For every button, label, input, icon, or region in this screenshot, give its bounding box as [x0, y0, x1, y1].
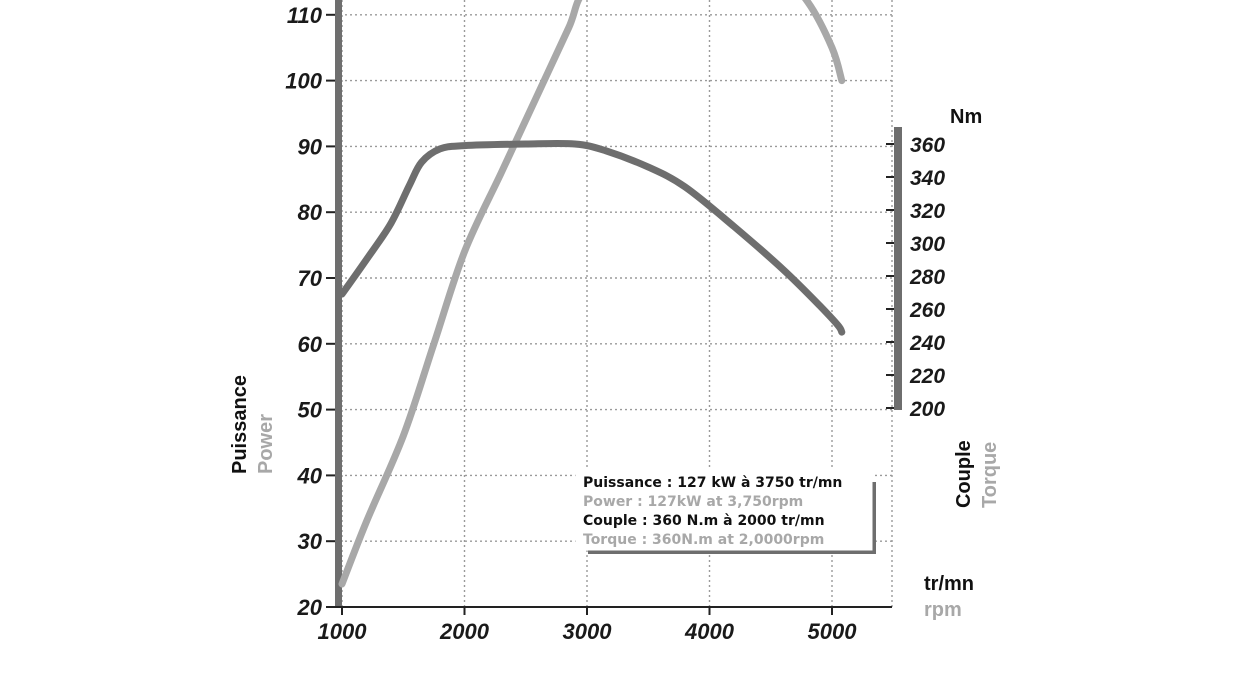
left-tick-label: 90	[298, 134, 323, 159]
left-tick-label: 30	[298, 529, 323, 554]
x-tick-label: 5000	[808, 619, 858, 644]
right-axis-bar	[894, 127, 902, 410]
annotation-power-fr: Puissance : 127 kW à 3750 tr/mn	[583, 475, 842, 491]
x-axis-unit-secondary: rpm	[924, 599, 962, 621]
right-axis-unit: Nm	[950, 106, 982, 128]
right-tick-label: 300	[910, 233, 945, 256]
data-series	[338, 0, 846, 588]
left-tick-label: 70	[298, 266, 323, 291]
annotation-power-en: Power : 127kW at 3,750rpm	[583, 494, 803, 510]
left-tick-label: 50	[298, 398, 323, 423]
right-tick-label: 240	[909, 332, 945, 355]
left-tick-label: 110	[287, 3, 323, 28]
x-tick-label: 1000	[318, 619, 368, 644]
specs-annotation-box: Puissance : 127 kW à 3750 tr/mn Power : …	[575, 467, 876, 554]
right-tick-label: 200	[909, 398, 945, 421]
left-axis-label-primary: Puissance	[229, 375, 251, 474]
left-tick-label: 80	[298, 200, 323, 225]
x-tick-label: 2000	[439, 619, 490, 644]
x-tick-label: 4000	[684, 619, 735, 644]
left-tick-label: 60	[298, 332, 323, 357]
right-axis-label-primary: Couple	[953, 440, 975, 508]
left-axis-bar	[335, 0, 342, 607]
left-tick-label: 40	[297, 463, 323, 488]
right-axis-label-secondary: Torque	[979, 442, 1001, 508]
right-tick-label: 360	[910, 134, 945, 157]
axes	[335, 0, 902, 608]
right-tick-label: 260	[909, 299, 945, 322]
tick-labels: 20 30 40 50 60 70 80 90 100 110 200 220 240 260 280 300…	[285, 3, 945, 644]
power-curve	[338, 0, 846, 588]
right-tick-label: 320	[910, 200, 945, 223]
right-tick-label: 340	[910, 167, 945, 190]
left-axis-label-secondary: Power	[255, 414, 277, 474]
x-tick-label: 3000	[563, 619, 613, 644]
annotation-torque-en: Torque : 360N.m at 2,0000rpm	[583, 532, 824, 548]
right-tick-label: 220	[909, 365, 945, 388]
annotation-torque-fr: Couple : 360 N.m à 2000 tr/mn	[583, 513, 825, 529]
right-tick-label: 280	[909, 266, 945, 289]
x-axis-unit-primary: tr/mn	[924, 573, 974, 595]
left-tick-label: 100	[285, 69, 322, 94]
torque-curve	[338, 139, 846, 336]
left-tick-label: 20	[297, 595, 323, 620]
